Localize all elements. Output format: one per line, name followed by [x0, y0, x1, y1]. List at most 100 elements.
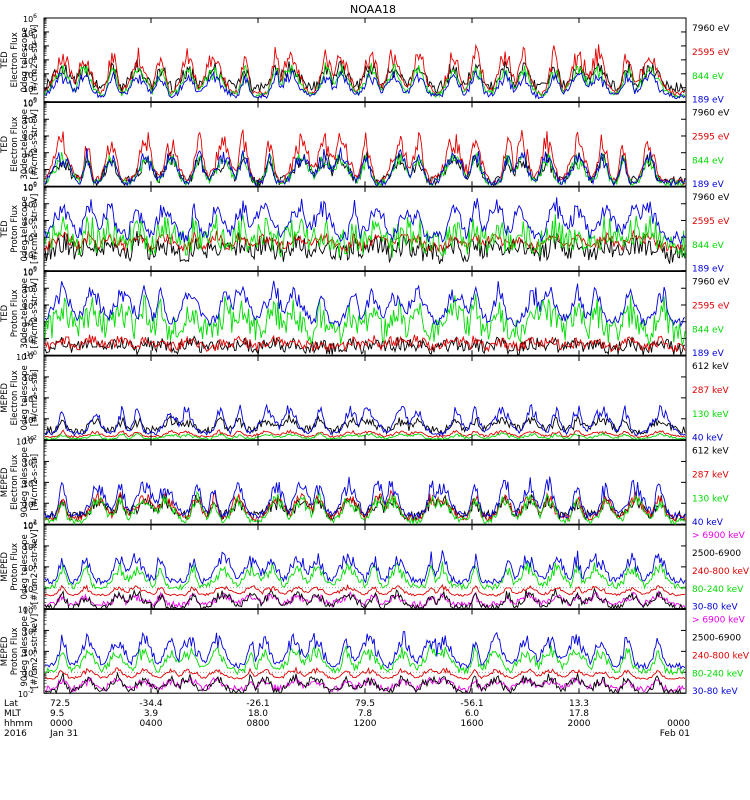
x-tick-label-hhmm-3: 1200 — [354, 719, 377, 729]
legend-1-1: 2595 eV — [692, 48, 730, 58]
x-tick-label-lat-5: 13.3 — [569, 699, 589, 709]
y-tick-label-8-2: 102 — [23, 646, 37, 657]
y-axis-label-2-2: 30deg telescope — [20, 109, 30, 180]
y-tick-label-7-3: 104 — [23, 541, 37, 552]
series-line-1-1 — [44, 59, 686, 94]
y-axis-label-5-2: 0deg telescope — [20, 365, 30, 430]
legend-4-3: 189 eV — [692, 349, 725, 359]
y-axis-label-5-1: Electron Flux — [10, 370, 20, 425]
legend-8-3: 80-240 keV — [692, 669, 744, 679]
x-tick-label-hhmm-0: 0000 — [50, 719, 73, 729]
panel-frame-1 — [43, 17, 687, 103]
series-line-8-3 — [44, 666, 686, 680]
y-tick-label-2-3: 103 — [23, 131, 37, 142]
y-axis-label-5-0: MEPED — [0, 383, 10, 413]
y-axis-label-6-2: 90deg telescope — [20, 447, 30, 518]
series-line-7-3 — [44, 583, 686, 597]
x-tick-label-mlt-5: 17.8 — [569, 709, 589, 719]
y-tick-label-7-4: 106 — [23, 520, 37, 531]
y-axis-label-2-1: Electron Flux — [10, 117, 20, 172]
series-line-5-2 — [44, 429, 685, 439]
legend-4-0: 7960 eV — [692, 278, 730, 288]
y-tick-label-8-0: 10-2 — [18, 688, 34, 699]
y-tick-label-1-1: 101 — [23, 83, 37, 94]
y-tick-label-4-0: 100 — [23, 350, 37, 361]
y-tick-label-1-0: 100 — [23, 97, 37, 108]
x-row-label-3: 2016 — [4, 729, 27, 739]
y-axis-label-2-3: [#/cm2-s-str-eV] — [30, 109, 40, 179]
legend-7-3: 80-240 keV — [692, 585, 744, 595]
series-line-1-3 — [44, 62, 686, 99]
x-tick-label-mlt-3: 7.8 — [358, 709, 373, 719]
series-line-1-4 — [44, 69, 686, 100]
series-line-3-3 — [44, 214, 686, 258]
y-axis-label-7-1: Proton Flux — [10, 543, 20, 591]
series-line-5-1 — [44, 414, 686, 436]
y-tick-label-6-2: 106 — [23, 477, 37, 488]
legend-5-0: 612 keV — [692, 362, 729, 372]
legend-1-0: 7960 eV — [692, 24, 730, 34]
series-line-7-5 — [44, 550, 686, 586]
y-tick-label-5-0: 102 — [23, 435, 37, 446]
legend-6-2: 130 keV — [692, 494, 729, 504]
legend-8-0: > 6900 keV — [692, 616, 746, 626]
legend-8-4: 30-80 keV — [692, 687, 738, 697]
y-tick-label-5-2: 106 — [23, 393, 37, 404]
legend-4-1: 2595 eV — [692, 301, 730, 311]
series-line-8-5 — [44, 631, 686, 670]
x-tick-label-hhmm-5: 2000 — [568, 719, 591, 729]
y-tick-label-6-3: 108 — [23, 456, 37, 467]
series-line-3-4 — [44, 197, 686, 246]
series-line-2-3 — [44, 151, 686, 188]
y-tick-label-1-3: 103 — [23, 55, 37, 66]
x-tick-label-lat-0: 72.5 — [50, 699, 70, 709]
y-tick-label-2-5: 105 — [23, 98, 37, 109]
legend-6-0: 612 keV — [692, 447, 729, 457]
y-axis-label-1-3: [#/cm2-s-str-eV] — [30, 25, 40, 95]
x-tick-label-hhmm-4: 1600 — [461, 719, 484, 729]
series-line-4-1 — [44, 335, 686, 357]
y-tick-label-5-4: 1010 — [16, 351, 34, 362]
y-tick-label-8-1: 100 — [23, 667, 37, 678]
series-line-2-2 — [44, 129, 686, 186]
y-tick-label-7-2: 102 — [23, 562, 37, 573]
series-line-8-4 — [44, 644, 686, 676]
panel-frame-5 — [43, 355, 687, 441]
legend-2-1: 2595 eV — [692, 132, 730, 142]
y-tick-label-6-1: 104 — [23, 498, 37, 509]
y-axis-label-7-2: 0deg telescope — [20, 534, 30, 599]
series-line-6-3 — [44, 491, 686, 526]
series-line-4-4 — [44, 280, 686, 328]
series-line-1-2 — [44, 43, 686, 97]
y-axis-label-7-3: [#/cm2-s-str-keV] — [30, 529, 40, 604]
legend-5-1: 287 keV — [692, 386, 729, 396]
series-line-4-3 — [44, 293, 686, 346]
x-tick-label-lat-1: -34.4 — [139, 699, 163, 709]
x-tick-label-mlt-0: 9.5 — [50, 709, 64, 719]
panel-frame-7 — [43, 524, 687, 610]
y-axis-label-8-0: MEPED — [0, 636, 10, 666]
y-axis-label-3-0: TED — [0, 220, 10, 239]
y-tick-label-3-2: 102 — [23, 232, 37, 243]
legend-3-2: 844 eV — [692, 241, 725, 251]
series-line-4-2 — [44, 334, 686, 353]
legend-3-1: 2595 eV — [692, 217, 730, 227]
y-tick-label-4-5: 105 — [23, 267, 37, 278]
legend-7-2: 240-800 keV — [692, 567, 750, 577]
legend-7-0: > 6900 keV — [692, 531, 746, 541]
series-line-6-4 — [44, 476, 686, 520]
y-tick-label-4-3: 103 — [23, 300, 37, 311]
y-tick-label-7-0: 10-2 — [18, 604, 34, 615]
y-axis-label-7-0: MEPED — [0, 552, 10, 582]
legend-8-1: 2500-6900 — [692, 633, 741, 643]
y-tick-label-7-1: 100 — [23, 583, 37, 594]
x-tick-label-hhmm-2: 0800 — [247, 719, 270, 729]
y-axis-label-8-2: 90deg telescope — [20, 616, 30, 687]
x-tick-label-lat-3: 79.5 — [355, 699, 375, 709]
x-tick-label-hhmm-6: 0000 — [667, 719, 690, 729]
y-tick-label-1-2: 102 — [23, 69, 37, 80]
y-axis-label-1-2: 0deg telescope — [20, 27, 30, 92]
y-axis-label-8-1: Proton Flux — [10, 627, 20, 675]
legend-5-2: 130 keV — [692, 410, 729, 420]
